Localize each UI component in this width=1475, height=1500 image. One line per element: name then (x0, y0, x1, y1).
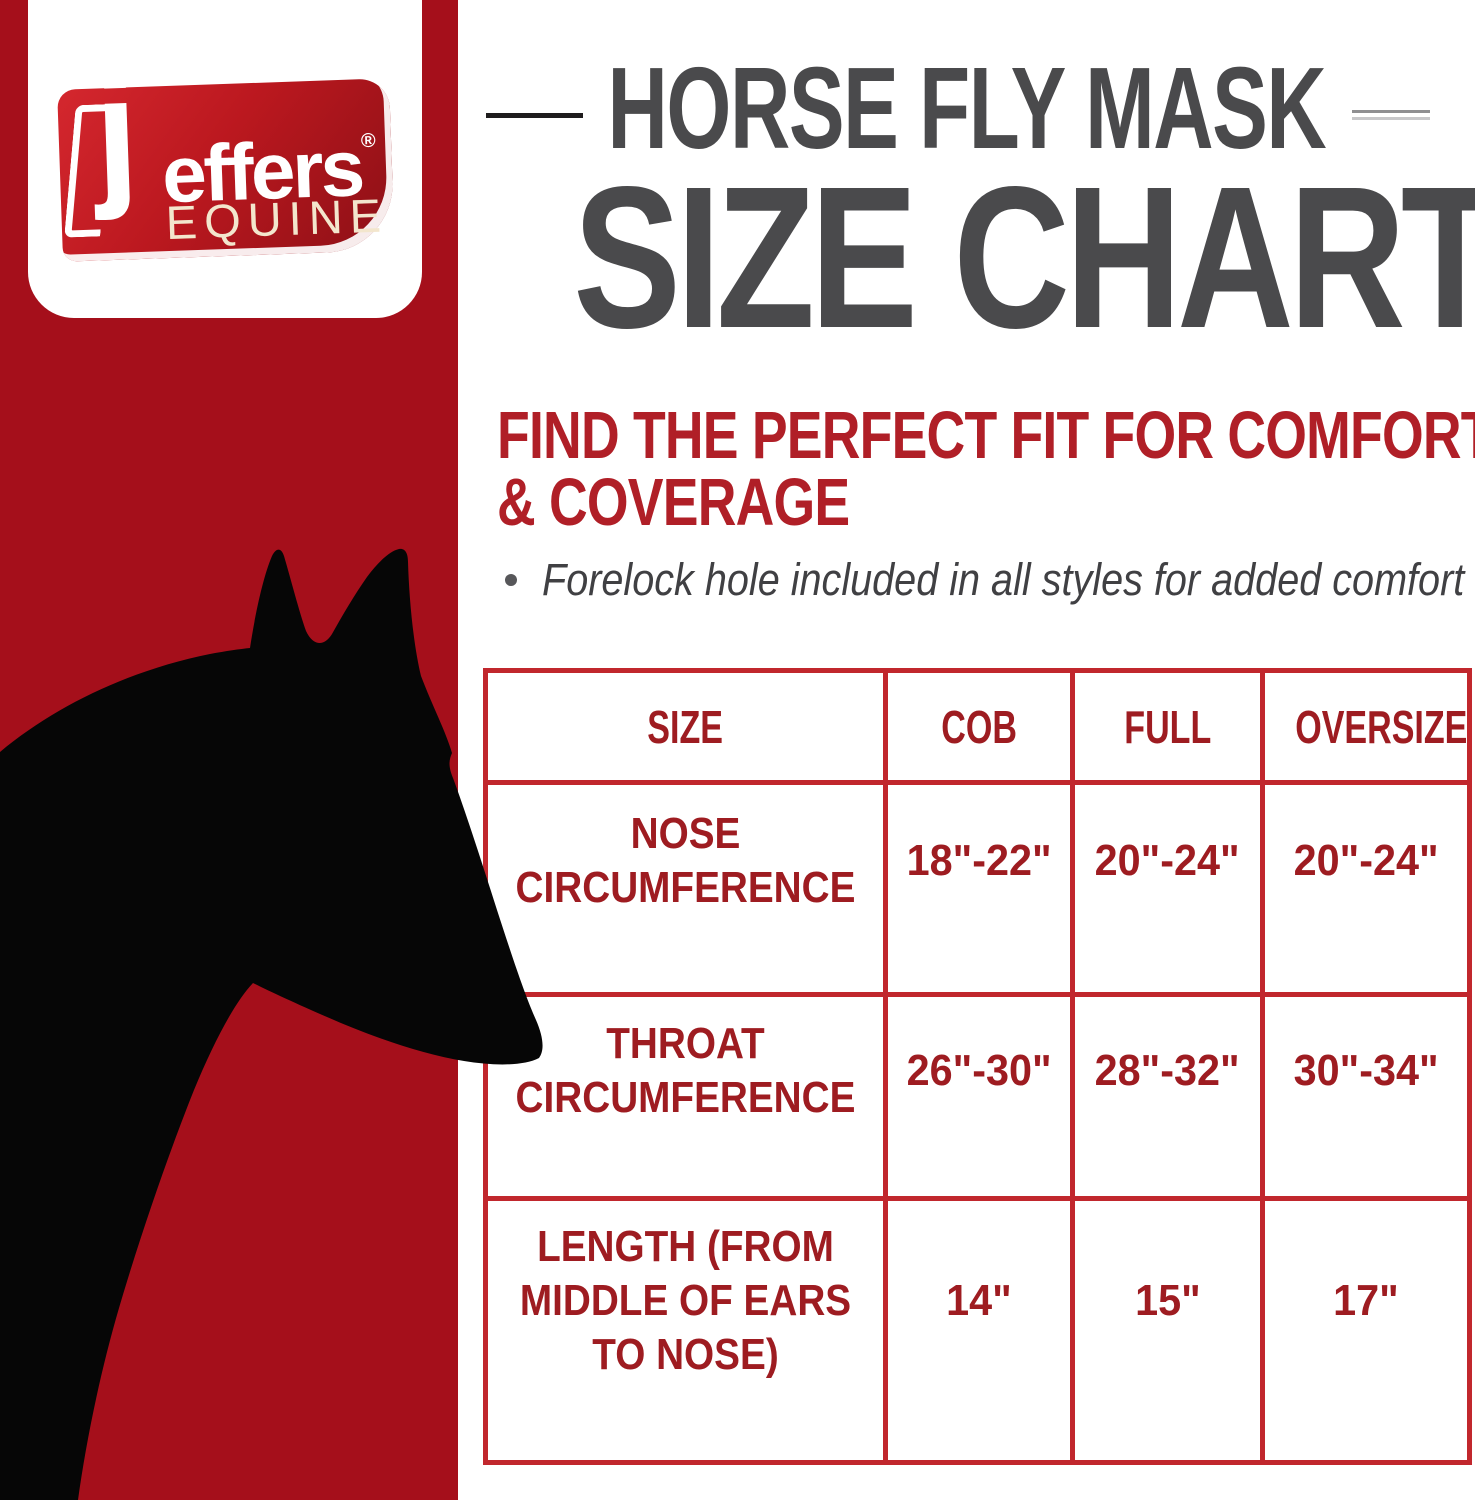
column-header-size-text: SIZE (647, 700, 724, 753)
row-label-line: NOSE (630, 808, 741, 858)
cell-length-oversize: 17" (1260, 1196, 1472, 1465)
cell-nose-full: 20"-24" (1070, 780, 1265, 997)
cell-throat-cob: 26"-30" (883, 992, 1075, 1201)
row-label-throat-circumference: THROAT CIRCUMFERENCE (483, 992, 888, 1201)
page-title-text: SIZE CHART (573, 144, 1475, 370)
table-row-length: LENGTH (FROM MIDDLE OF EARS TO NOSE) 14"… (483, 1196, 1472, 1465)
column-header-cob: COB (883, 668, 1075, 785)
intro-heading-line2: & COVERAGE (497, 465, 850, 540)
row-label-line: LENGTH (FROM (537, 1221, 834, 1271)
row-label-line: TO NOSE) (592, 1329, 779, 1379)
cell-nose-cob: 18"-22" (883, 780, 1075, 997)
intro-heading-line1: FIND THE PERFECT FIT FOR COMFORT (497, 398, 1475, 473)
cell-value: 28"-32" (1094, 1045, 1240, 1095)
column-header-oversize-text: OVERSIZE (1295, 700, 1468, 753)
registered-trademark: ® (360, 129, 377, 153)
bullet-dot-icon (505, 574, 517, 586)
column-header-oversize: OVERSIZE (1260, 668, 1472, 785)
row-label-length: LENGTH (FROM MIDDLE OF EARS TO NOSE) (483, 1196, 888, 1465)
cell-value: 20"-24" (1094, 835, 1240, 885)
table-row-nose-circumference: NOSE CIRCUMFERENCE 18"-22" 20"-24" 20"-2… (483, 780, 1472, 997)
logo-subtitle: EQUINE (164, 188, 389, 250)
size-chart-table: SIZE COB FULL OVERSIZE NOSE CIRCUMFERENC… (483, 668, 1472, 1465)
cell-value: 20"-24" (1293, 835, 1439, 885)
intro-heading: FIND THE PERFECT FIT FOR COMFORT & COVER… (497, 402, 1475, 536)
row-label-nose-circumference: NOSE CIRCUMFERENCE (483, 780, 888, 997)
feature-bullet: Forelock hole included in all styles for… (505, 552, 1475, 608)
jeffers-logo-badge: j effers® EQUINE (57, 44, 395, 262)
left-dash-rule (486, 113, 583, 118)
jeffers-equine-logo: j effers® EQUINE (28, 0, 422, 318)
cell-value: 30"-34" (1293, 1045, 1439, 1095)
row-label-line: MIDDLE OF EARS (519, 1275, 852, 1325)
cell-throat-oversize: 30"-34" (1260, 992, 1472, 1201)
kicker-title: HORSE FLY MASK (458, 50, 1475, 166)
table-row-throat-circumference: THROAT CIRCUMFERENCE 26"-30" 28"-32" 30"… (483, 992, 1472, 1201)
right-dash-rule (1352, 110, 1430, 120)
row-label-line: CIRCUMFERENCE (515, 1072, 856, 1122)
cell-throat-full: 28"-32" (1070, 992, 1265, 1201)
cell-value: 18"-22" (906, 835, 1052, 885)
cell-value: 17" (1333, 1275, 1399, 1325)
cell-length-full: 15" (1070, 1196, 1265, 1465)
cell-value: 14" (946, 1275, 1012, 1325)
column-header-cob-text: COB (941, 700, 1017, 753)
cell-value: 15" (1134, 1275, 1201, 1325)
row-label-line: CIRCUMFERENCE (515, 862, 856, 912)
row-label-line: THROAT (606, 1018, 765, 1068)
column-header-size: SIZE (483, 668, 888, 785)
table-header-row: SIZE COB FULL OVERSIZE (483, 668, 1472, 785)
column-header-full-text: FULL (1124, 700, 1211, 753)
cell-length-cob: 14" (883, 1196, 1075, 1465)
feature-bullet-text: Forelock hole included in all styles for… (542, 554, 1465, 605)
cell-value: 26"-30" (906, 1045, 1052, 1095)
kicker-title-text: HORSE FLY MASK (607, 43, 1327, 173)
page-title: SIZE CHART (458, 156, 1475, 358)
logo-letter-j: j (91, 44, 142, 222)
cell-nose-oversize: 20"-24" (1260, 780, 1472, 997)
column-header-full: FULL (1070, 668, 1265, 785)
